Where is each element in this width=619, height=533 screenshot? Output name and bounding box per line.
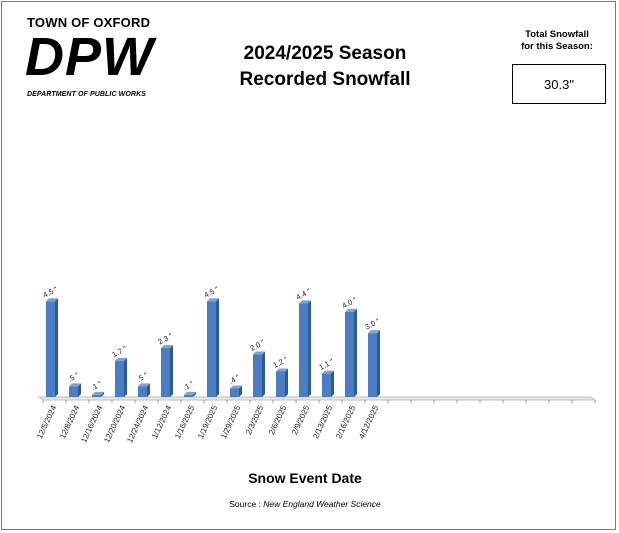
bar: [92, 394, 101, 397]
bar: [115, 360, 124, 397]
data-label: .1 ": [181, 379, 195, 392]
data-label: 1.7 ": [111, 344, 129, 359]
bar-side: [124, 357, 127, 397]
bar: [69, 386, 78, 397]
x-tick-label: 2/6/2025: [267, 404, 289, 437]
x-tick-label: 2/9/2025: [290, 404, 312, 437]
bar-top: [322, 370, 334, 374]
x-tick-label: 12/16/2024: [79, 404, 104, 445]
bar: [345, 311, 354, 397]
town-name: TOWN OF OXFORD: [27, 15, 151, 30]
bar-top: [46, 298, 58, 302]
bar-side: [377, 330, 380, 397]
bar-top: [299, 300, 311, 304]
source-name: New England Weather Science: [263, 499, 381, 509]
bar-top: [276, 368, 288, 372]
x-tick-label: 2/16/2025: [334, 404, 357, 441]
bar: [184, 394, 193, 397]
total-snowfall-box: 30.3": [512, 64, 606, 104]
total-label-line-1: Total Snowfall: [525, 29, 589, 40]
x-tick-label: 2/13/2025: [311, 404, 334, 441]
bar-side: [78, 383, 81, 397]
x-tick-label: 4/12/2025: [357, 404, 380, 441]
x-tick-label: 1/16/2025: [173, 404, 196, 441]
bar: [207, 301, 216, 397]
bar-top: [230, 385, 242, 389]
bar: [368, 333, 377, 397]
bar-side: [101, 391, 104, 397]
bar: [138, 386, 147, 397]
title-line-2: Recorded Snowfall: [239, 69, 411, 90]
chart-floor: [37, 396, 597, 401]
bar: [253, 354, 262, 397]
data-label: 2.3 ": [157, 331, 175, 346]
department-name: DEPARTMENT OF PUBLIC WORKS: [27, 91, 147, 98]
bar: [230, 388, 239, 397]
bar-side: [285, 368, 288, 397]
total-label-line-2: for this Season:: [521, 41, 593, 52]
bar-top: [345, 308, 357, 312]
bar-side: [170, 345, 173, 397]
bar-top: [253, 351, 265, 355]
bar-top: [184, 391, 196, 395]
x-tick-label: 12/20/2024: [102, 404, 127, 445]
data-label: 2.0 ": [249, 338, 267, 353]
bar: [46, 301, 55, 397]
data-label: 4.0 ": [341, 295, 359, 310]
bar: [322, 373, 331, 397]
source-prefix: Source :: [229, 499, 261, 509]
data-label: .4 ": [227, 373, 241, 386]
source-note: Source : New England Weather Science: [180, 499, 430, 509]
data-label: .1 ": [89, 379, 103, 392]
data-label: .5 ": [135, 370, 149, 383]
x-tick-label: 12/5/2024: [35, 404, 58, 441]
data-label: .5 ": [66, 370, 80, 383]
bar-side: [262, 351, 265, 397]
total-snowfall-label: Total Snowfall for this Season:: [507, 29, 607, 53]
bar: [299, 303, 308, 397]
x-tick-label: 1/12/2024: [150, 404, 173, 441]
bar-top: [368, 330, 380, 334]
bar-side: [354, 308, 357, 397]
bar-side: [55, 298, 58, 397]
bar: [161, 348, 170, 397]
data-label: 1.2 ": [272, 355, 290, 370]
data-label: 3.0 ": [364, 316, 382, 331]
x-axis-title: Snow Event Date: [248, 470, 362, 486]
x-tick-label: 1/19/2025: [196, 404, 219, 441]
bar-top: [207, 298, 219, 302]
bar-top: [92, 391, 104, 395]
bar-side: [193, 391, 196, 397]
bar-top: [161, 345, 173, 349]
bar-side: [147, 383, 150, 397]
total-snowfall-value: 30.3": [544, 76, 574, 92]
bar-top: [69, 383, 81, 387]
data-label: 4.4 ": [295, 287, 313, 302]
bar-top: [115, 357, 127, 361]
x-tick-label: 1/29/2025: [219, 404, 242, 441]
x-tick-label: 12/24/2024: [125, 404, 150, 445]
bar-side: [331, 370, 334, 397]
bar-side: [216, 298, 219, 397]
bar-top: [138, 383, 150, 387]
x-tick-label: 12/8/2024: [58, 404, 81, 441]
data-label: 4.5 ": [203, 284, 221, 299]
data-label: 1.1 ": [318, 357, 336, 372]
x-tick-label: 2/3/2025: [244, 404, 266, 437]
chart-title: 2024/2025 Season Recorded Snowfall: [200, 41, 450, 93]
bar-side: [308, 300, 311, 397]
bar: [276, 371, 285, 397]
bar-side: [239, 385, 242, 397]
data-label: 4.5 ": [42, 284, 60, 299]
dpw-logo: DPW: [25, 27, 154, 87]
title-line-1: 2024/2025 Season: [243, 43, 407, 64]
